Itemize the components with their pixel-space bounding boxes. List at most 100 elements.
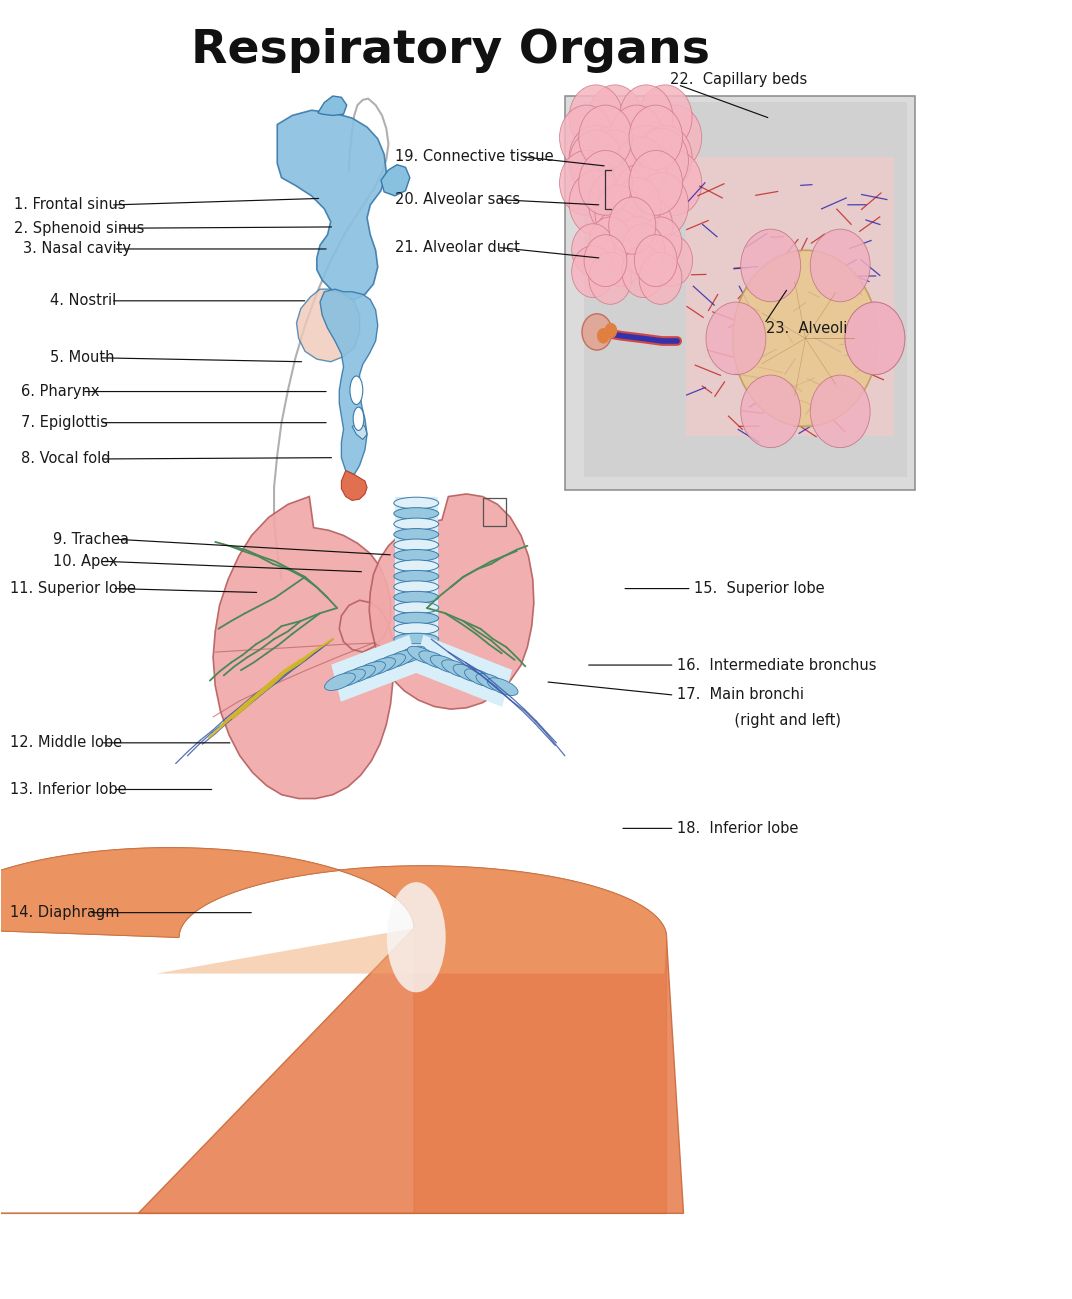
Text: 20. Alveolar sacs: 20. Alveolar sacs	[394, 192, 520, 208]
Polygon shape	[0, 848, 667, 973]
Polygon shape	[352, 422, 367, 439]
Polygon shape	[297, 290, 359, 361]
Bar	[686, 157, 894, 435]
Text: 21. Alveolar duct: 21. Alveolar duct	[394, 240, 520, 255]
Ellipse shape	[393, 529, 438, 540]
Ellipse shape	[393, 622, 438, 634]
Circle shape	[613, 164, 667, 229]
Ellipse shape	[419, 651, 449, 669]
Polygon shape	[321, 290, 377, 474]
Ellipse shape	[393, 498, 438, 509]
Ellipse shape	[442, 660, 473, 678]
Ellipse shape	[393, 601, 438, 613]
Circle shape	[650, 235, 693, 287]
Polygon shape	[381, 165, 410, 196]
Text: 8. Vocal fold: 8. Vocal fold	[20, 452, 110, 466]
Circle shape	[620, 125, 673, 190]
Circle shape	[569, 170, 623, 235]
Ellipse shape	[334, 669, 366, 687]
Polygon shape	[331, 635, 419, 701]
Circle shape	[845, 303, 905, 374]
Ellipse shape	[355, 661, 386, 679]
Circle shape	[589, 84, 642, 149]
Circle shape	[579, 105, 632, 170]
Ellipse shape	[385, 650, 416, 668]
Circle shape	[741, 229, 801, 301]
Text: (right and left): (right and left)	[702, 713, 840, 729]
Ellipse shape	[393, 612, 438, 624]
Ellipse shape	[393, 570, 438, 582]
Circle shape	[614, 178, 661, 235]
Circle shape	[560, 105, 613, 170]
Circle shape	[639, 84, 693, 149]
Circle shape	[741, 375, 801, 448]
Circle shape	[571, 223, 614, 275]
Ellipse shape	[464, 669, 495, 686]
Text: Respiratory Organs: Respiratory Organs	[191, 29, 710, 73]
Circle shape	[626, 197, 673, 255]
Circle shape	[599, 235, 642, 287]
Circle shape	[649, 151, 702, 216]
Circle shape	[609, 197, 656, 255]
Circle shape	[639, 125, 693, 190]
Bar	[482, 498, 506, 526]
Text: 13. Inferior lobe: 13. Inferior lobe	[10, 782, 126, 798]
Circle shape	[810, 375, 870, 448]
Circle shape	[635, 235, 678, 287]
Ellipse shape	[430, 655, 461, 673]
Ellipse shape	[488, 678, 518, 695]
Ellipse shape	[393, 539, 438, 551]
Circle shape	[595, 184, 642, 242]
Text: 15.  Superior lobe: 15. Superior lobe	[695, 581, 824, 596]
Ellipse shape	[349, 375, 362, 404]
Polygon shape	[0, 848, 684, 1213]
Polygon shape	[0, 848, 667, 1213]
Text: 16.  Intermediate bronchus: 16. Intermediate bronchus	[678, 657, 877, 673]
Circle shape	[598, 105, 652, 170]
Circle shape	[629, 105, 683, 170]
Ellipse shape	[393, 644, 438, 655]
Circle shape	[598, 151, 652, 216]
Text: 9. Trachea: 9. Trachea	[53, 531, 129, 547]
Ellipse shape	[325, 673, 355, 691]
Ellipse shape	[476, 673, 507, 691]
Ellipse shape	[387, 882, 446, 992]
Circle shape	[639, 217, 682, 269]
Circle shape	[579, 151, 632, 216]
Polygon shape	[414, 635, 512, 707]
Polygon shape	[394, 496, 437, 660]
Circle shape	[810, 229, 870, 301]
Text: 12. Middle lobe: 12. Middle lobe	[10, 735, 122, 751]
Text: 17.  Main bronchi: 17. Main bronchi	[678, 687, 804, 703]
Circle shape	[845, 303, 905, 374]
Circle shape	[560, 151, 613, 216]
Ellipse shape	[394, 646, 426, 664]
Ellipse shape	[393, 591, 438, 603]
Ellipse shape	[393, 518, 438, 530]
Text: 7. Epiglottis: 7. Epiglottis	[20, 416, 107, 430]
Text: 11. Superior lobe: 11. Superior lobe	[10, 581, 136, 596]
Ellipse shape	[393, 560, 438, 572]
Circle shape	[610, 105, 664, 170]
Text: 14. Diaphragm: 14. Diaphragm	[10, 905, 119, 920]
Ellipse shape	[364, 657, 396, 675]
Ellipse shape	[375, 653, 405, 672]
Circle shape	[649, 105, 702, 170]
Polygon shape	[369, 494, 534, 709]
Circle shape	[589, 125, 642, 190]
Circle shape	[589, 252, 631, 304]
Ellipse shape	[453, 664, 483, 682]
Ellipse shape	[393, 508, 438, 520]
Circle shape	[569, 84, 623, 149]
Ellipse shape	[407, 647, 438, 664]
Circle shape	[569, 130, 623, 195]
Circle shape	[635, 129, 688, 194]
Circle shape	[613, 136, 667, 201]
Text: 6. Pharynx: 6. Pharynx	[20, 385, 99, 399]
Text: 10. Apex: 10. Apex	[53, 553, 117, 569]
Text: 4. Nostril: 4. Nostril	[49, 294, 116, 308]
Circle shape	[589, 130, 642, 195]
Circle shape	[620, 84, 673, 149]
Circle shape	[571, 246, 614, 297]
Polygon shape	[397, 496, 435, 660]
